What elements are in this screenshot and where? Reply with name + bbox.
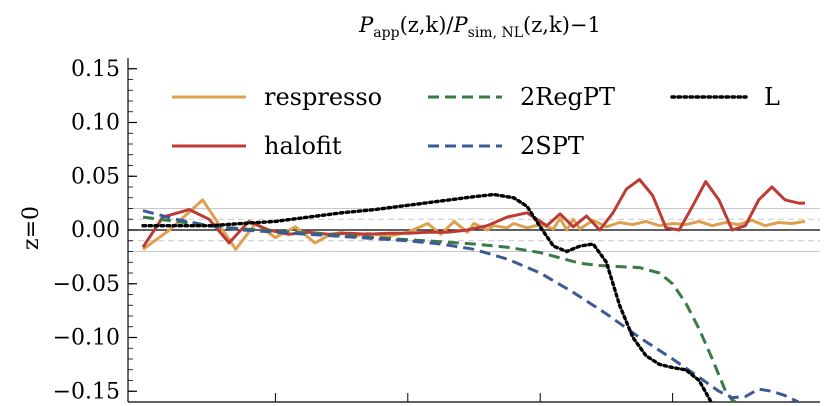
- y-tick-label-3: 0.00: [71, 218, 120, 243]
- series-line-respresso: [142, 198, 806, 251]
- y-tick-label-4: −0.05: [53, 272, 120, 297]
- legend: respresso halofit 2RegPT 2SPT L: [160, 72, 800, 172]
- y-tick-label-6: −0.15: [53, 379, 120, 404]
- y-tick-label-2: 0.05: [71, 164, 120, 189]
- chart-title: Papp(z,k)/Psim, NL(z,k)−1: [358, 13, 601, 41]
- legend-label-2regpt: 2RegPT: [520, 83, 615, 111]
- y-tick-label-0: 0.15: [71, 57, 120, 82]
- y-tick-label-5: −0.10: [53, 326, 120, 351]
- legend-label-l: L: [764, 83, 780, 111]
- title-mid: (z,k)/: [400, 13, 455, 37]
- title-tail: (z,k)−1: [523, 13, 601, 37]
- title-sub1: app: [373, 25, 399, 41]
- series-line-2spt: [142, 209, 800, 402]
- title-sub2: sim, NL: [468, 25, 523, 41]
- y-axis-label: z=0: [19, 206, 44, 250]
- title-p1: P: [358, 13, 374, 37]
- legend-label-respresso: respresso: [264, 83, 382, 111]
- y-tick-label-1: 0.10: [71, 111, 120, 136]
- legend-label-halofit: halofit: [264, 132, 342, 160]
- legend-label-2spt: 2SPT: [520, 132, 584, 160]
- series-line-l: [141, 192, 714, 402]
- series-line-halofit: [141, 178, 805, 249]
- series-layer: [141, 178, 806, 402]
- legend-background: [160, 72, 800, 172]
- axes: 0.15 0.10 0.05 0.00 −0.05 −0.10 −0.15: [53, 57, 820, 404]
- title-p2: P: [453, 13, 469, 37]
